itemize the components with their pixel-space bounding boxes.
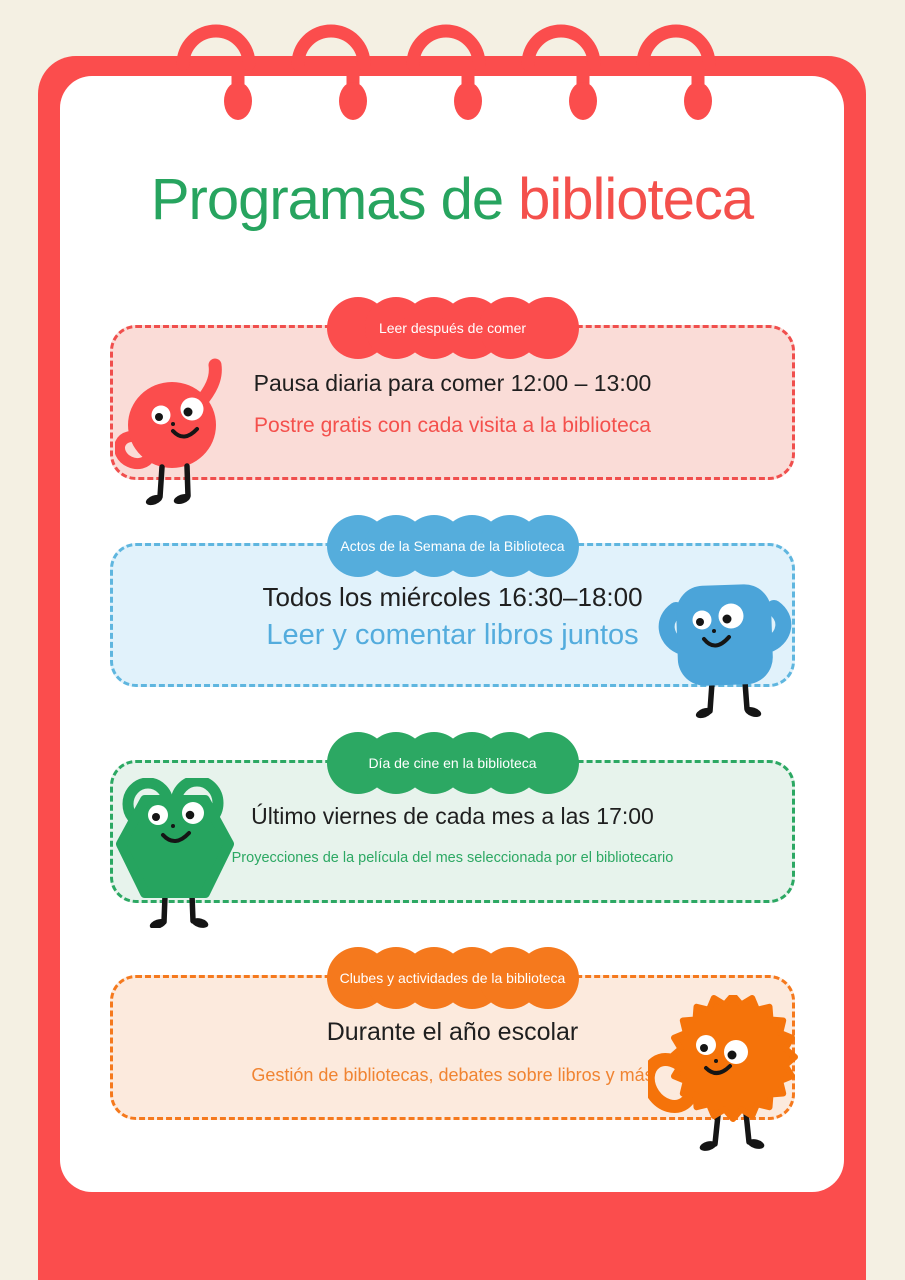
orange-blob-character [648, 995, 798, 1151]
section-subline: Gestión de bibliotecas, debates sobre li… [251, 1065, 654, 1085]
red-blob-character [115, 358, 222, 506]
badge-label: Actos de la Semana de la Biblioteca [340, 538, 565, 554]
section-lunch-badge: Leer después de comer [326, 297, 579, 359]
section-subline: Leer y comentar libros juntos [266, 619, 639, 651]
section-clubs-badge: Clubes y actividades de la biblioteca [326, 947, 579, 1009]
badge-scallop-shape [326, 515, 579, 577]
green-blob-character [116, 778, 234, 928]
section-library-week-badge: Actos de la Semana de la Biblioteca [326, 515, 579, 577]
title-red-text: biblioteca [518, 167, 754, 232]
section-headline: Todos los miércoles 16:30–18:00 [262, 582, 643, 612]
spiral-binding-rings [138, 12, 778, 137]
section-movie-day-badge: Día de cine en la biblioteca [326, 732, 579, 794]
section-headline: Último viernes de cada mes a las 17:00 [251, 803, 654, 829]
badge-scallop-shape [326, 732, 579, 794]
badge-label: Clubes y actividades de la biblioteca [339, 970, 566, 986]
badge-scallop-shape [326, 297, 579, 359]
section-subline: Postre gratis con cada visita a la bibli… [254, 414, 651, 437]
section-clubs-activities: Clubes y actividades de la biblioteca Du… [110, 947, 795, 1120]
section-subline: Proyecciones de la película del mes sele… [231, 850, 674, 866]
section-headline: Durante el año escolar [326, 1018, 579, 1046]
badge-label: Día de cine en la biblioteca [368, 755, 537, 771]
blue-blob-character [658, 584, 792, 719]
poster-title: Programas de biblioteca [60, 168, 844, 232]
badge-label: Leer después de comer [378, 320, 527, 336]
section-headline: Pausa diaria para comer 12:00 – 13:00 [253, 370, 652, 396]
badge-scallop-shape [326, 947, 579, 1009]
title-green-text: Programas de [150, 167, 504, 232]
section-lunch-reading: Leer después de comer Pausa diaria para … [110, 297, 795, 480]
